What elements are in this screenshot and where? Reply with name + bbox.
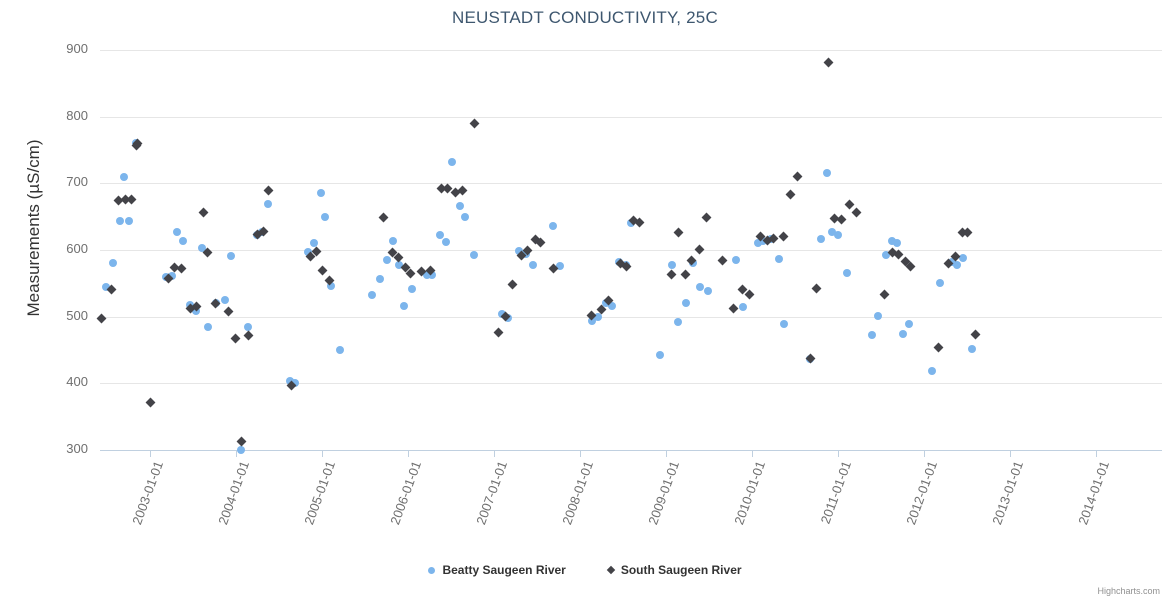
gridline-500 xyxy=(100,316,1162,318)
y-axis-title: Measurements (µS/cm) xyxy=(24,139,43,317)
legend-label-south: South Saugeen River xyxy=(620,563,742,577)
circle-icon xyxy=(428,566,436,574)
y-axis-label: 500 xyxy=(66,307,88,323)
y-axis-label: 700 xyxy=(66,174,88,190)
x-axis-tick xyxy=(924,450,925,457)
x-axis-tick xyxy=(752,450,753,457)
x-axis-label: 2005-01-01 xyxy=(301,459,339,527)
legend-item-beatty[interactable]: Beatty Saugeen River xyxy=(428,563,566,577)
y-axis-label: 400 xyxy=(66,374,88,390)
x-axis-tick xyxy=(408,450,409,457)
diamond-icon xyxy=(606,565,616,575)
x-axis-tick xyxy=(322,450,323,457)
chart-legend: Beatty Saugeen River South Saugeen River xyxy=(0,563,1170,577)
x-axis-tick xyxy=(838,450,839,457)
x-axis-label: 2004-01-01 xyxy=(215,459,253,527)
x-axis-tick xyxy=(580,450,581,457)
x-axis-tick xyxy=(236,450,237,457)
y-axis-label: 900 xyxy=(66,41,88,56)
gridline-800 xyxy=(100,116,1162,118)
x-axis-label: 2013-01-01 xyxy=(989,459,1027,527)
y-axis-label: 300 xyxy=(66,441,88,456)
x-axis-label: 2003-01-01 xyxy=(129,459,167,527)
x-axis-label: 2011-01-01 xyxy=(817,459,855,526)
x-axis-line xyxy=(100,450,1162,451)
x-axis-tick xyxy=(1010,450,1011,457)
y-axis-label: 600 xyxy=(66,241,88,256)
gridline-400 xyxy=(100,383,1162,385)
x-axis-tick xyxy=(494,450,495,457)
x-axis-label: 2006-01-01 xyxy=(387,459,425,527)
y-axis-label: 800 xyxy=(66,107,88,123)
x-axis-label: 2009-01-01 xyxy=(645,459,683,527)
x-axis-tick xyxy=(1096,450,1097,457)
legend-label-beatty: Beatty Saugeen River xyxy=(442,563,566,577)
gridline-600 xyxy=(100,250,1162,251)
x-axis-tick xyxy=(666,450,667,457)
gridline-900 xyxy=(100,50,1162,51)
credits-link[interactable]: Highcharts.com xyxy=(1097,586,1160,596)
x-axis-label: 2012-01-01 xyxy=(903,459,941,527)
x-axis-label: 2014-01-01 xyxy=(1075,459,1113,527)
chart-title: NEUSTADT CONDUCTIVITY, 25C xyxy=(452,8,718,27)
x-axis-tick xyxy=(150,450,151,457)
gridline-700 xyxy=(100,183,1162,185)
legend-item-south[interactable]: South Saugeen River xyxy=(606,563,742,577)
x-axis-label: 2010-01-01 xyxy=(731,459,769,527)
x-axis-label: 2007-01-01 xyxy=(473,459,511,527)
x-axis-label: 2008-01-01 xyxy=(559,459,597,527)
plot-area xyxy=(100,46,1162,450)
